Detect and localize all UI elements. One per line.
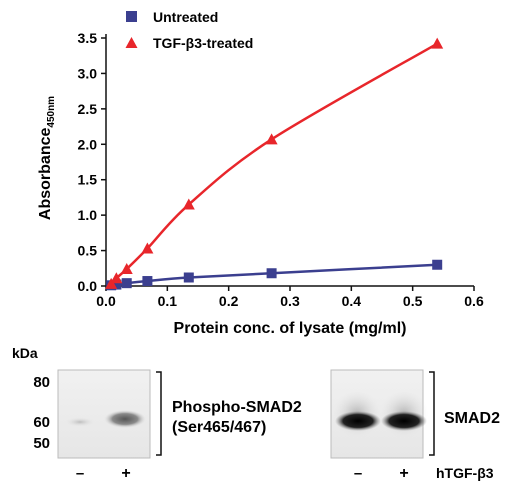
y-axis: 0.0 0.5 1.0 1.5 2.0 2.5 3.0 3.5 [78,30,106,294]
x-tick-label: 0.5 [403,293,423,309]
marker-50: 50 [33,435,50,452]
phospho-band-treated [104,410,146,428]
smad2-blot [331,370,428,458]
y-tick-label: 3.5 [78,30,98,46]
chart: 0.0 0.5 1.0 1.5 2.0 2.5 3.0 3.5 0.0 0.1 0.2 0.3 0.4… [37,9,484,337]
marker-80: 80 [33,374,50,391]
x-tick-label: 0.4 [342,293,362,309]
smad2-lane-plus: + [399,465,408,482]
smad2-bracket [429,372,434,455]
smad2-band-untreated [335,411,381,431]
western-blots: kDa 80 60 50 Phospho-SMAD2 (Ser465/467) … [12,345,500,482]
phospho-lane-plus: + [121,465,130,482]
x-tick-label: 0.2 [219,293,239,309]
y-tick-label: 2.0 [78,136,98,152]
y-tick-label: 1.0 [78,207,98,223]
legend-marker-triangle [126,37,138,48]
series-line-tgf-treated [111,44,437,284]
phospho-lane-minus: – [76,465,84,482]
data-point-untreated [184,272,194,282]
x-tick-label: 0.3 [280,293,300,309]
x-tick-label: 0.1 [158,293,178,309]
x-tick-label: 0.6 [464,293,484,309]
legend: Untreated TGF-β3-treated [126,9,254,51]
x-axis-label: Protein conc. of lysate (mg/ml) [174,320,407,337]
treatment-label: hTGF-β3 [436,465,494,481]
x-tick-label: 0.0 [96,293,116,309]
y-tick-label: 0.5 [78,243,98,259]
smad2-lane-minus: – [354,465,362,482]
y-tick-label: 3.0 [78,65,98,81]
legend-item-tgf-treated: TGF-β3-treated [126,35,254,51]
phospho-band-untreated [64,417,96,427]
series-lines [111,44,437,286]
smad2-label: SMAD2 [444,410,500,427]
data-point-untreated [432,260,442,270]
series-markers [105,38,443,291]
phospho-smad2-blot [58,370,150,458]
data-point-untreated [267,268,277,278]
y-tick-label: 1.5 [78,172,98,188]
y-axis-label-main: Absorbance [37,128,54,221]
smad2-band-treated [381,411,427,431]
data-point-tgf-treated [431,38,443,49]
legend-label-tgf-treated: TGF-β3-treated [153,35,253,51]
y-tick-label: 0.0 [78,278,98,294]
phospho-label-line1: Phospho-SMAD2 [172,399,302,416]
x-axis: 0.0 0.1 0.2 0.3 0.4 0.5 0.6 [96,286,484,309]
data-point-untreated [122,278,132,288]
marker-60: 60 [33,414,50,431]
y-axis-label: Absorbance450nm [37,96,57,220]
data-point-untreated [142,276,152,286]
kda-label: kDa [12,345,38,361]
y-axis-label-subscript: 450nm [46,96,57,128]
y-tick-label: 2.5 [78,101,98,117]
legend-label-untreated: Untreated [153,9,218,25]
phospho-bracket [156,372,161,455]
legend-item-untreated: Untreated [126,9,218,25]
phospho-label-line2: (Ser465/467) [172,419,266,436]
data-point-tgf-treated [266,133,278,144]
legend-marker-square [126,11,137,22]
